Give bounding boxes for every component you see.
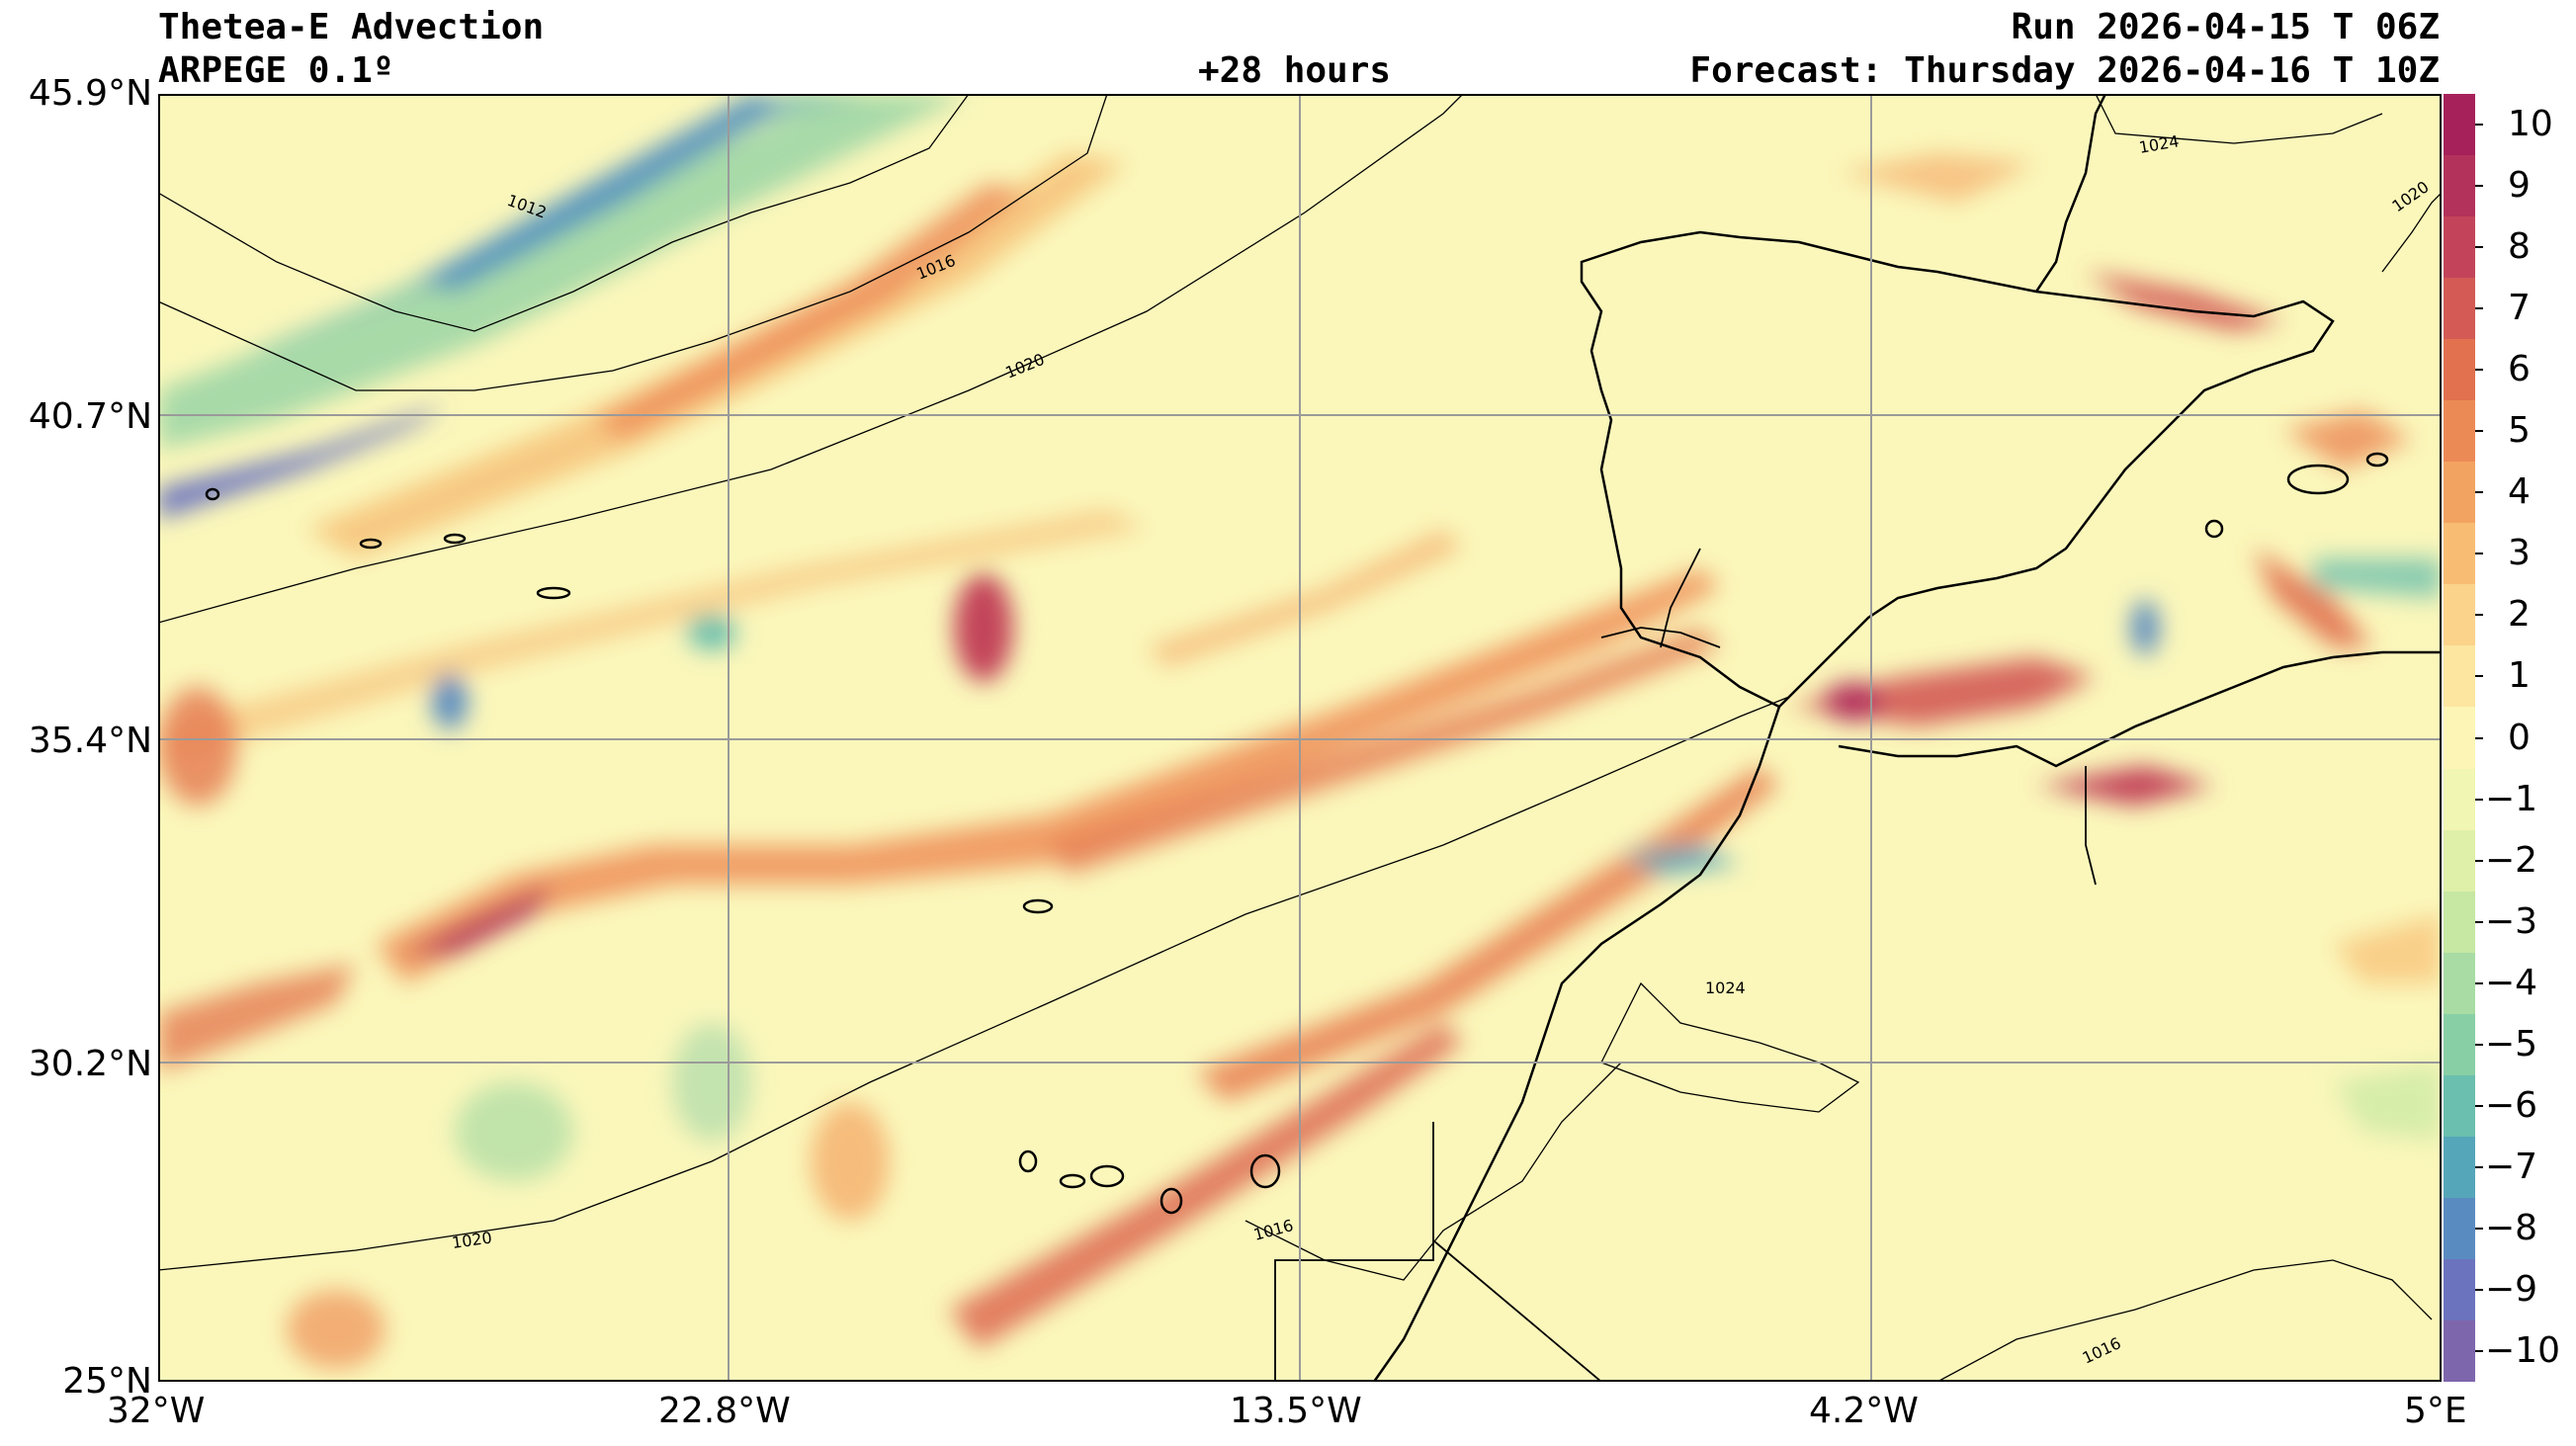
colorbar-swatch [2444, 1319, 2475, 1382]
colorbar-tick-mark [2475, 1104, 2483, 1107]
colorbar-tick-label: 2 [2508, 594, 2531, 636]
colorbar-tick-mark [2475, 798, 2483, 801]
colorbar-tick-label: −8 [2485, 1207, 2538, 1248]
colorbar-swatch [2444, 94, 2475, 157]
colorbar-swatch [2444, 1197, 2475, 1260]
forecast-time: Forecast: Thursday 2026-04-16 T 10Z [1689, 50, 2440, 91]
colorbar-tick-mark [2475, 369, 2483, 372]
lat-label: 40.7°N [28, 396, 152, 437]
colorbar-swatch [2444, 1013, 2475, 1076]
map-panel: 1012 1016 1020 1020 1024 1020 1024 1016 … [158, 94, 2442, 1382]
map-frame [158, 94, 2442, 1382]
isobar-1024-north [2095, 94, 2383, 144]
colorbar-swatch [2444, 1074, 2475, 1138]
isobar-1020-north [158, 94, 1464, 624]
colorbar-tick-label: −7 [2485, 1146, 2538, 1187]
colorbar-tick-mark [2475, 491, 2483, 494]
colorbar-swatch [2444, 278, 2475, 341]
lat-label: 30.2°N [28, 1044, 152, 1084]
isobar-1016-north [158, 94, 1108, 391]
colorbar-tick-label: 1 [2508, 655, 2531, 697]
map-canvas: 1012 1016 1020 1020 1024 1020 1024 1016 … [158, 94, 2442, 1382]
lon-label: 13.5°W [1230, 1391, 1362, 1431]
colorbar-tick-label: −9 [2485, 1268, 2538, 1310]
colorbar-swatch [2444, 1136, 2475, 1199]
isobar-1016-se [1936, 1259, 2433, 1382]
colorbar-swatch [2444, 891, 2475, 954]
colorbar-swatch [2444, 829, 2475, 893]
colorbar-tick-mark [2475, 246, 2483, 249]
isobar-label: 1024 [1705, 978, 1746, 997]
colorbar-tick-label: 3 [2508, 533, 2531, 574]
graticule [158, 94, 2442, 1382]
colorbar-tick-label: 5 [2508, 410, 2531, 452]
colorbar-tick-label: 7 [2508, 288, 2531, 329]
colorbar-tick-mark [2475, 614, 2483, 617]
colorbar-tick-label: 8 [2508, 226, 2531, 268]
map-title: Thetea-E Advection [158, 7, 545, 47]
colorbar-tick-mark [2475, 981, 2483, 984]
isobars [158, 94, 2442, 1382]
colorbar-tick-label: −2 [2485, 839, 2538, 881]
colorbar-tick-label: 9 [2508, 165, 2531, 207]
lead-time: +28 hours [1198, 50, 1392, 91]
colorbar-swatch [2444, 952, 2475, 1015]
lon-label: 5°E [2404, 1391, 2467, 1431]
coastlines [205, 94, 2442, 1382]
colorbar-swatch [2444, 216, 2475, 280]
colorbar-tick-mark [2475, 1043, 2483, 1046]
colorbar-tick-mark [2475, 553, 2483, 555]
colorbar-swatch [2444, 707, 2475, 770]
colorbar-swatch [2444, 339, 2475, 402]
colorbar-tick-mark [2475, 307, 2483, 310]
colorbar-swatch [2444, 645, 2475, 709]
isobar-1016-south [1245, 1062, 1622, 1281]
advection-field [158, 94, 2442, 1369]
run-time: Run 2026-04-15 T 06Z [2011, 7, 2440, 47]
colorbar-swatch [2444, 1258, 2475, 1321]
colorbar-tick-label: 6 [2508, 349, 2531, 390]
isobar-1020-east [2381, 192, 2442, 273]
colorbar-tick-mark [2475, 1349, 2483, 1352]
colorbar-swatch [2444, 155, 2475, 218]
colorbar-tick-label: −6 [2485, 1084, 2538, 1126]
colorbar-tick-mark [2475, 430, 2483, 433]
isobar-1024-south [1600, 981, 1860, 1113]
colorbar-tick-mark [2475, 859, 2483, 862]
lat-label: 45.9°N [28, 73, 152, 114]
colorbar-swatch [2444, 400, 2475, 464]
colorbar-tick-label: −5 [2485, 1023, 2538, 1064]
colorbar-tick-label: 0 [2508, 717, 2531, 758]
lat-label: 35.4°N [28, 721, 152, 761]
lat-label: 25°N [62, 1361, 152, 1402]
model-label: ARPEGE 0.1º [158, 50, 394, 91]
isobar-1020-south [158, 696, 1790, 1271]
colorbar-swatch [2444, 768, 2475, 831]
colorbar-tick-label: −4 [2485, 962, 2538, 1003]
colorbar-tick-label: 4 [2508, 471, 2531, 513]
isobar-1012 [158, 94, 970, 332]
colorbar-tick-mark [2475, 920, 2483, 923]
colorbar-tick-mark [2475, 1288, 2483, 1291]
colorbar-swatch [2444, 584, 2475, 647]
colorbar-tick-label: −3 [2485, 900, 2538, 942]
lon-label: 22.8°W [658, 1391, 791, 1431]
colorbar-tick-label: 10 [2508, 104, 2553, 145]
colorbar-tick-mark [2475, 736, 2483, 739]
colorbar-tick-mark [2475, 124, 2483, 127]
colorbar-swatch [2444, 462, 2475, 525]
colorbar-tick-mark [2475, 1227, 2483, 1230]
colorbar-tick-label: −10 [2485, 1329, 2560, 1371]
colorbar-tick-mark [2475, 185, 2483, 188]
colorbar-swatch [2444, 523, 2475, 586]
colorbar [2444, 94, 2475, 1382]
lon-label: 4.2°W [1809, 1391, 1919, 1431]
lon-label: 32°W [107, 1391, 206, 1431]
colorbar-tick-label: −1 [2485, 778, 2538, 819]
colorbar-tick-mark [2475, 1165, 2483, 1168]
colorbar-tick-mark [2475, 675, 2483, 678]
